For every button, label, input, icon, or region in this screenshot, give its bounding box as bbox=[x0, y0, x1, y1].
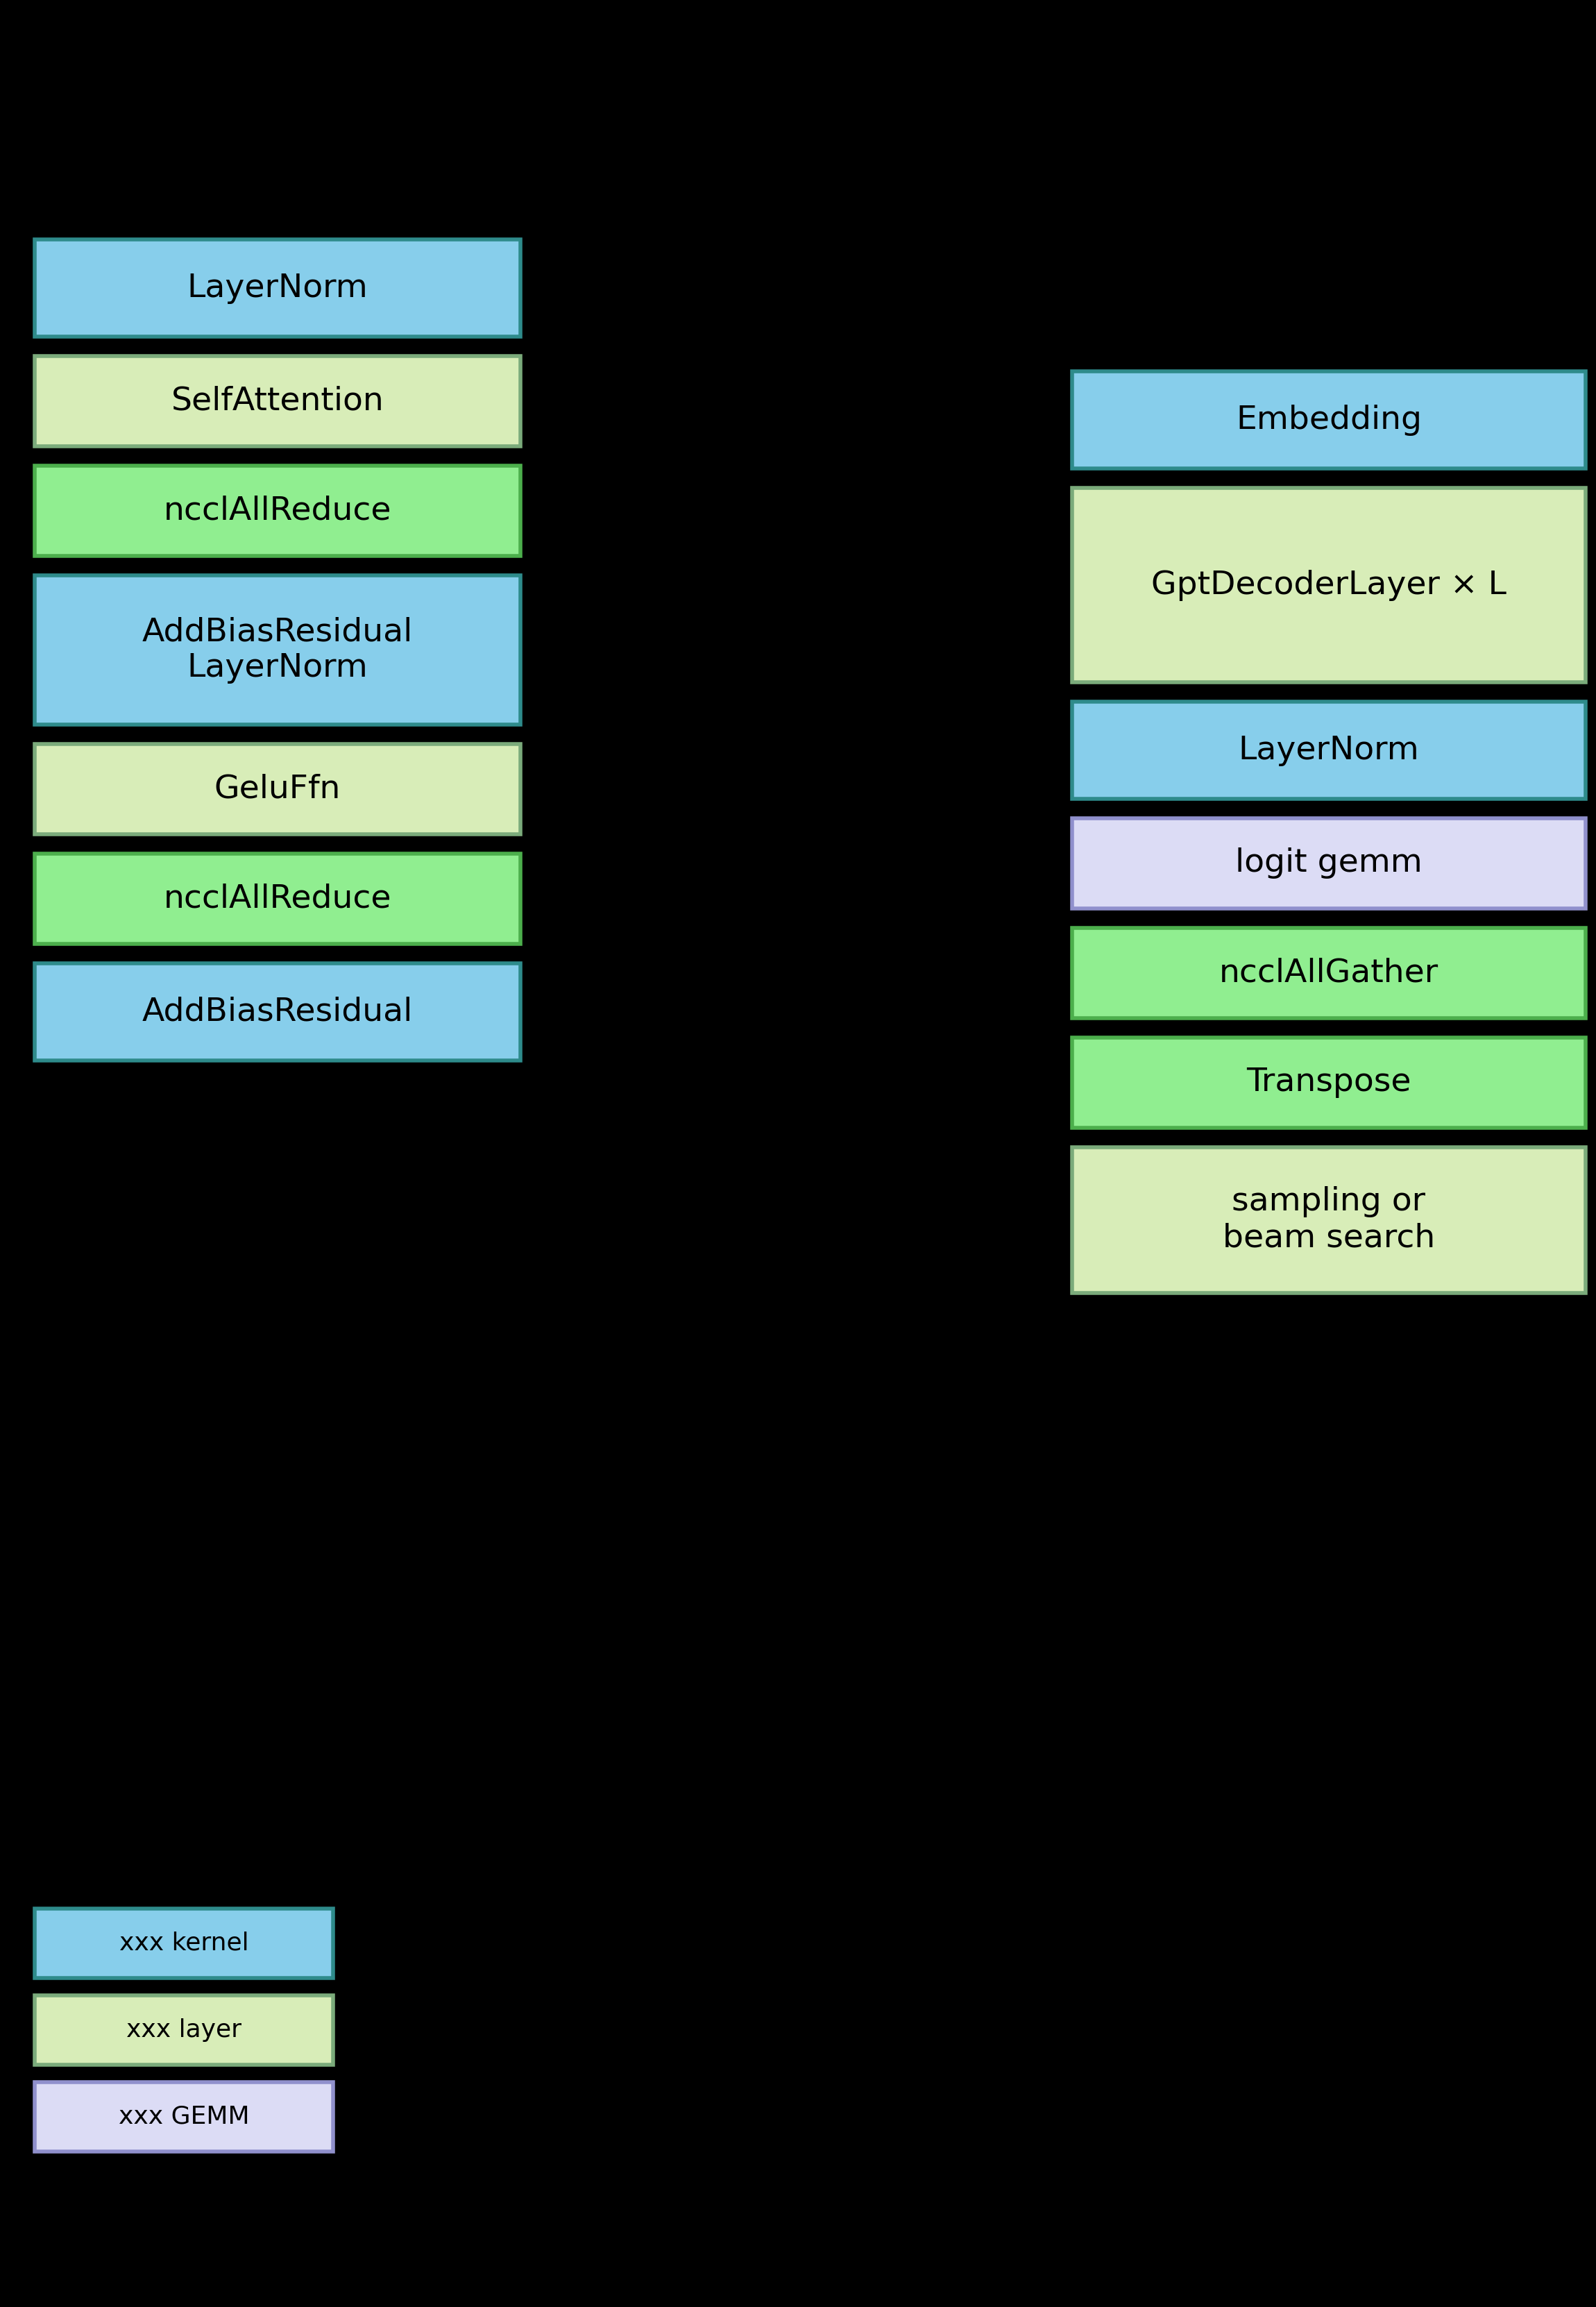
FancyBboxPatch shape bbox=[1073, 1147, 1585, 1292]
Text: Embedding: Embedding bbox=[1235, 404, 1422, 436]
FancyBboxPatch shape bbox=[35, 1908, 334, 1977]
FancyBboxPatch shape bbox=[35, 1996, 334, 2065]
FancyBboxPatch shape bbox=[1073, 819, 1585, 909]
Text: ncclAllGather: ncclAllGather bbox=[1219, 957, 1438, 990]
Text: Transpose: Transpose bbox=[1246, 1068, 1411, 1098]
FancyBboxPatch shape bbox=[35, 240, 520, 337]
FancyBboxPatch shape bbox=[35, 466, 520, 556]
Text: xxx layer: xxx layer bbox=[126, 2019, 241, 2042]
FancyBboxPatch shape bbox=[35, 745, 520, 835]
FancyBboxPatch shape bbox=[35, 854, 520, 944]
FancyBboxPatch shape bbox=[1073, 927, 1585, 1017]
Text: AddBiasResidual: AddBiasResidual bbox=[142, 997, 413, 1027]
FancyBboxPatch shape bbox=[1073, 371, 1585, 468]
Text: GptDecoderLayer × L: GptDecoderLayer × L bbox=[1151, 570, 1507, 600]
FancyBboxPatch shape bbox=[35, 2083, 334, 2152]
Text: logit gemm: logit gemm bbox=[1235, 847, 1422, 879]
Text: GeluFfn: GeluFfn bbox=[214, 773, 342, 805]
Text: sampling or
beam search: sampling or beam search bbox=[1223, 1186, 1435, 1253]
Text: LayerNorm: LayerNorm bbox=[187, 272, 369, 305]
FancyBboxPatch shape bbox=[35, 574, 520, 724]
FancyBboxPatch shape bbox=[1073, 1038, 1585, 1128]
FancyBboxPatch shape bbox=[1073, 487, 1585, 683]
Text: AddBiasResidual
LayerNorm: AddBiasResidual LayerNorm bbox=[142, 616, 413, 683]
Text: xxx GEMM: xxx GEMM bbox=[118, 2104, 249, 2129]
Text: ncclAllReduce: ncclAllReduce bbox=[164, 884, 391, 914]
FancyBboxPatch shape bbox=[35, 964, 520, 1061]
FancyBboxPatch shape bbox=[35, 355, 520, 445]
Text: SelfAttention: SelfAttention bbox=[171, 385, 385, 418]
Text: ncclAllReduce: ncclAllReduce bbox=[164, 496, 391, 526]
FancyBboxPatch shape bbox=[1073, 701, 1585, 798]
Text: xxx kernel: xxx kernel bbox=[120, 1931, 249, 1954]
Text: LayerNorm: LayerNorm bbox=[1238, 734, 1419, 766]
